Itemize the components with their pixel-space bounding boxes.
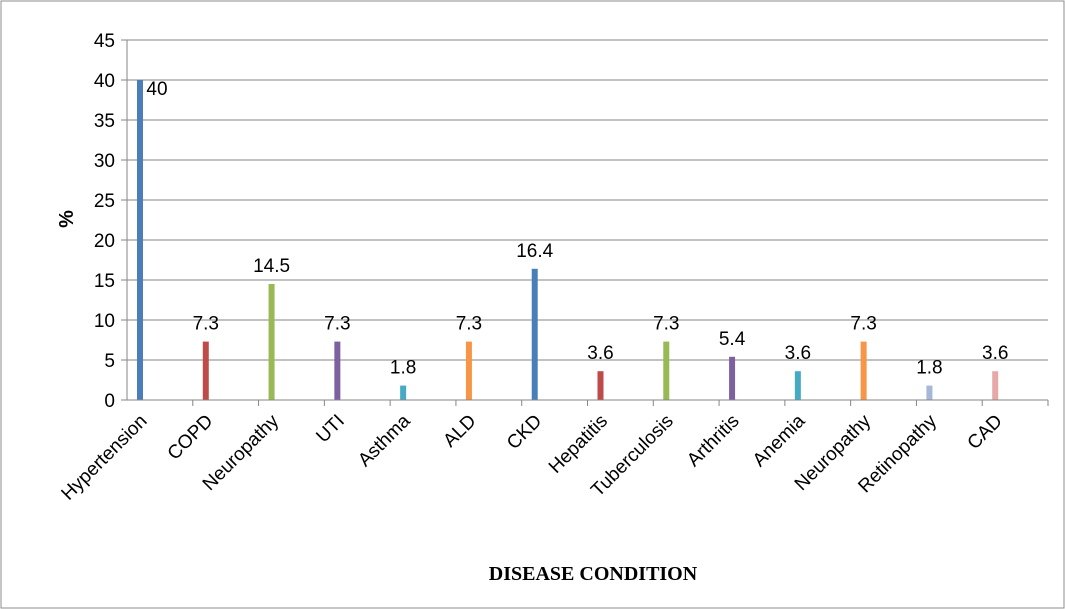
y-tick-label: 0 [104,391,115,412]
y-tick-label: 40 [94,71,115,92]
bar-retinopathy [926,385,933,400]
data-label: 7.3 [456,314,482,335]
bar-copd [202,341,209,400]
y-axis-title: % [56,210,78,228]
bar-ckd [531,268,538,400]
data-label: 5.4 [719,329,746,350]
bar-neuropathy [268,284,275,400]
bars [137,80,999,400]
data-label: 3.6 [587,343,613,364]
data-label: 40 [146,79,167,100]
bar-cad [992,371,999,400]
y-tick-label: 45 [94,31,115,52]
data-label: 1.8 [916,358,942,379]
bar-tuberculosis [663,341,670,400]
y-tick-label: 25 [94,191,115,212]
data-labels: 40 7.3 14.5 7.3 1.8 7.3 16.4 3.6 7.3 5.4 3.6 7.3 1.8… [146,79,1008,379]
bar-asthma [400,385,407,400]
y-tick-label: 15 [94,271,115,292]
data-label: 7.3 [653,314,679,335]
data-label: 3.6 [982,343,1008,364]
bar-uti [334,341,341,400]
bar-arthritis [729,356,736,400]
bar-anemia [794,371,801,400]
data-label: 7.3 [193,314,219,335]
data-label: 14.5 [253,256,290,277]
y-tick-label: 35 [94,111,115,132]
bar-hepatitis [597,371,604,400]
data-label: 3.6 [785,343,811,364]
y-tick-label: 5 [104,351,115,372]
bar-hypertension [137,80,143,400]
bar-neuropathy [860,341,867,400]
bar-ald [465,341,472,400]
data-label: 16.4 [516,241,553,262]
y-tick-label: 20 [94,231,115,252]
data-label: 1.8 [390,358,416,379]
data-label: 7.3 [850,314,876,335]
gridlines [127,39,1048,361]
y-axis-ticks: 0 5 10 15 20 25 30 35 40 45 [94,31,127,412]
data-label: 7.3 [324,314,350,335]
y-tick-label: 10 [94,311,115,332]
x-axis-title: DISEASE CONDITION [489,563,698,585]
y-tick-label: 30 [94,151,115,172]
